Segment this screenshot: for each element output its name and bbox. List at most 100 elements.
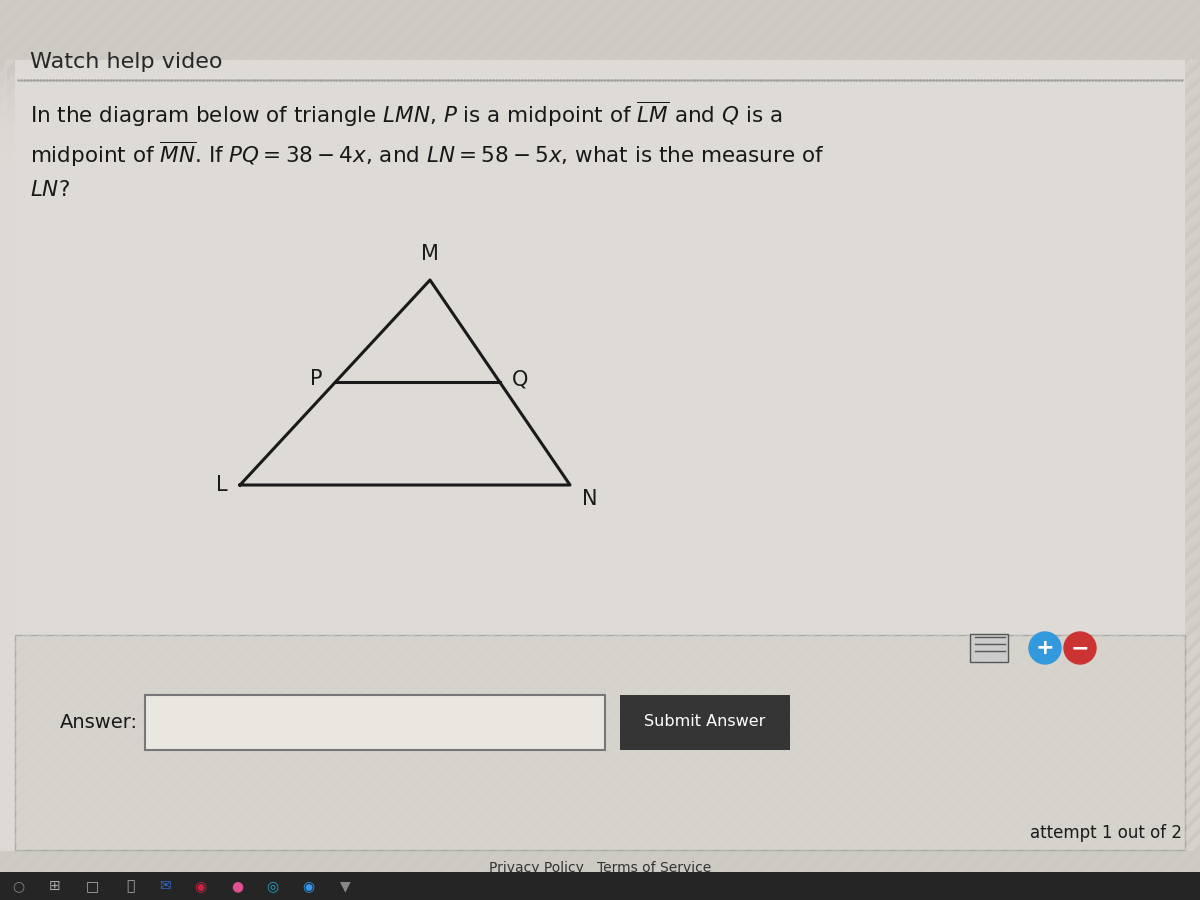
Polygon shape — [1056, 0, 1200, 900]
Polygon shape — [0, 0, 220, 900]
Polygon shape — [160, 0, 1068, 900]
Polygon shape — [352, 0, 1200, 900]
Polygon shape — [1072, 635, 1200, 850]
Polygon shape — [816, 60, 1200, 850]
Polygon shape — [672, 635, 895, 850]
Polygon shape — [0, 60, 14, 850]
Polygon shape — [0, 60, 14, 850]
Polygon shape — [544, 60, 1200, 850]
Polygon shape — [0, 0, 604, 900]
Polygon shape — [208, 635, 431, 850]
Polygon shape — [0, 60, 14, 850]
Polygon shape — [0, 0, 460, 900]
Polygon shape — [912, 0, 1200, 900]
Polygon shape — [960, 635, 1183, 850]
Polygon shape — [576, 0, 1200, 900]
Polygon shape — [0, 60, 494, 850]
Polygon shape — [0, 60, 238, 850]
Polygon shape — [688, 0, 1200, 900]
Polygon shape — [960, 0, 1200, 900]
Polygon shape — [0, 0, 12, 900]
Polygon shape — [0, 0, 620, 900]
Polygon shape — [0, 635, 127, 850]
Polygon shape — [0, 60, 14, 850]
Polygon shape — [304, 0, 1200, 900]
Polygon shape — [0, 60, 14, 850]
Polygon shape — [272, 635, 496, 850]
Polygon shape — [1136, 0, 1200, 900]
Polygon shape — [0, 60, 14, 850]
Polygon shape — [432, 60, 1200, 850]
Polygon shape — [0, 60, 590, 850]
Polygon shape — [0, 635, 64, 850]
Polygon shape — [224, 60, 1022, 850]
Polygon shape — [0, 0, 92, 900]
Polygon shape — [128, 0, 1036, 900]
Polygon shape — [656, 60, 1200, 850]
Polygon shape — [0, 0, 236, 900]
Polygon shape — [928, 0, 1200, 900]
Polygon shape — [560, 635, 784, 850]
Polygon shape — [528, 0, 1200, 900]
Polygon shape — [1024, 0, 1200, 900]
Polygon shape — [0, 60, 302, 850]
Polygon shape — [784, 0, 1200, 900]
Polygon shape — [320, 0, 1200, 900]
Text: ●: ● — [230, 879, 244, 893]
Polygon shape — [1152, 0, 1200, 900]
Polygon shape — [816, 0, 1200, 900]
Polygon shape — [0, 0, 60, 900]
Polygon shape — [1072, 0, 1200, 900]
Polygon shape — [0, 0, 444, 900]
Polygon shape — [0, 60, 478, 850]
Polygon shape — [832, 0, 1200, 900]
Polygon shape — [752, 60, 1200, 850]
Polygon shape — [1184, 0, 1200, 900]
Polygon shape — [0, 0, 652, 900]
Polygon shape — [0, 0, 252, 900]
Polygon shape — [0, 0, 140, 900]
Polygon shape — [0, 0, 508, 900]
Polygon shape — [0, 60, 14, 850]
Polygon shape — [720, 0, 1200, 900]
Circle shape — [1064, 632, 1096, 664]
Polygon shape — [416, 60, 1200, 850]
Polygon shape — [192, 635, 415, 850]
Polygon shape — [0, 635, 31, 850]
Polygon shape — [0, 0, 524, 900]
Polygon shape — [416, 635, 640, 850]
Polygon shape — [464, 0, 1200, 900]
Polygon shape — [32, 60, 830, 850]
Polygon shape — [368, 0, 1200, 900]
Polygon shape — [0, 0, 540, 900]
Polygon shape — [0, 60, 14, 850]
Polygon shape — [304, 635, 527, 850]
Polygon shape — [512, 0, 1200, 900]
Polygon shape — [1024, 60, 1200, 850]
Polygon shape — [720, 635, 943, 850]
Polygon shape — [0, 60, 126, 850]
Polygon shape — [0, 60, 14, 850]
Polygon shape — [0, 60, 14, 850]
Bar — [0, 872, 1200, 900]
Polygon shape — [1136, 635, 1200, 850]
Polygon shape — [0, 60, 606, 850]
Text: Watch help video: Watch help video — [30, 52, 222, 72]
Polygon shape — [528, 60, 1200, 850]
Polygon shape — [0, 635, 47, 850]
Polygon shape — [0, 60, 14, 850]
Polygon shape — [0, 0, 476, 900]
Polygon shape — [0, 0, 892, 900]
Polygon shape — [0, 0, 172, 900]
Polygon shape — [0, 60, 14, 850]
Polygon shape — [0, 60, 190, 850]
Polygon shape — [0, 60, 14, 850]
Polygon shape — [608, 635, 830, 850]
Polygon shape — [0, 0, 668, 900]
Polygon shape — [0, 60, 718, 850]
Polygon shape — [0, 60, 14, 850]
Polygon shape — [0, 0, 876, 900]
Text: −: − — [1070, 638, 1090, 658]
Polygon shape — [0, 0, 268, 900]
Polygon shape — [1056, 60, 1200, 850]
